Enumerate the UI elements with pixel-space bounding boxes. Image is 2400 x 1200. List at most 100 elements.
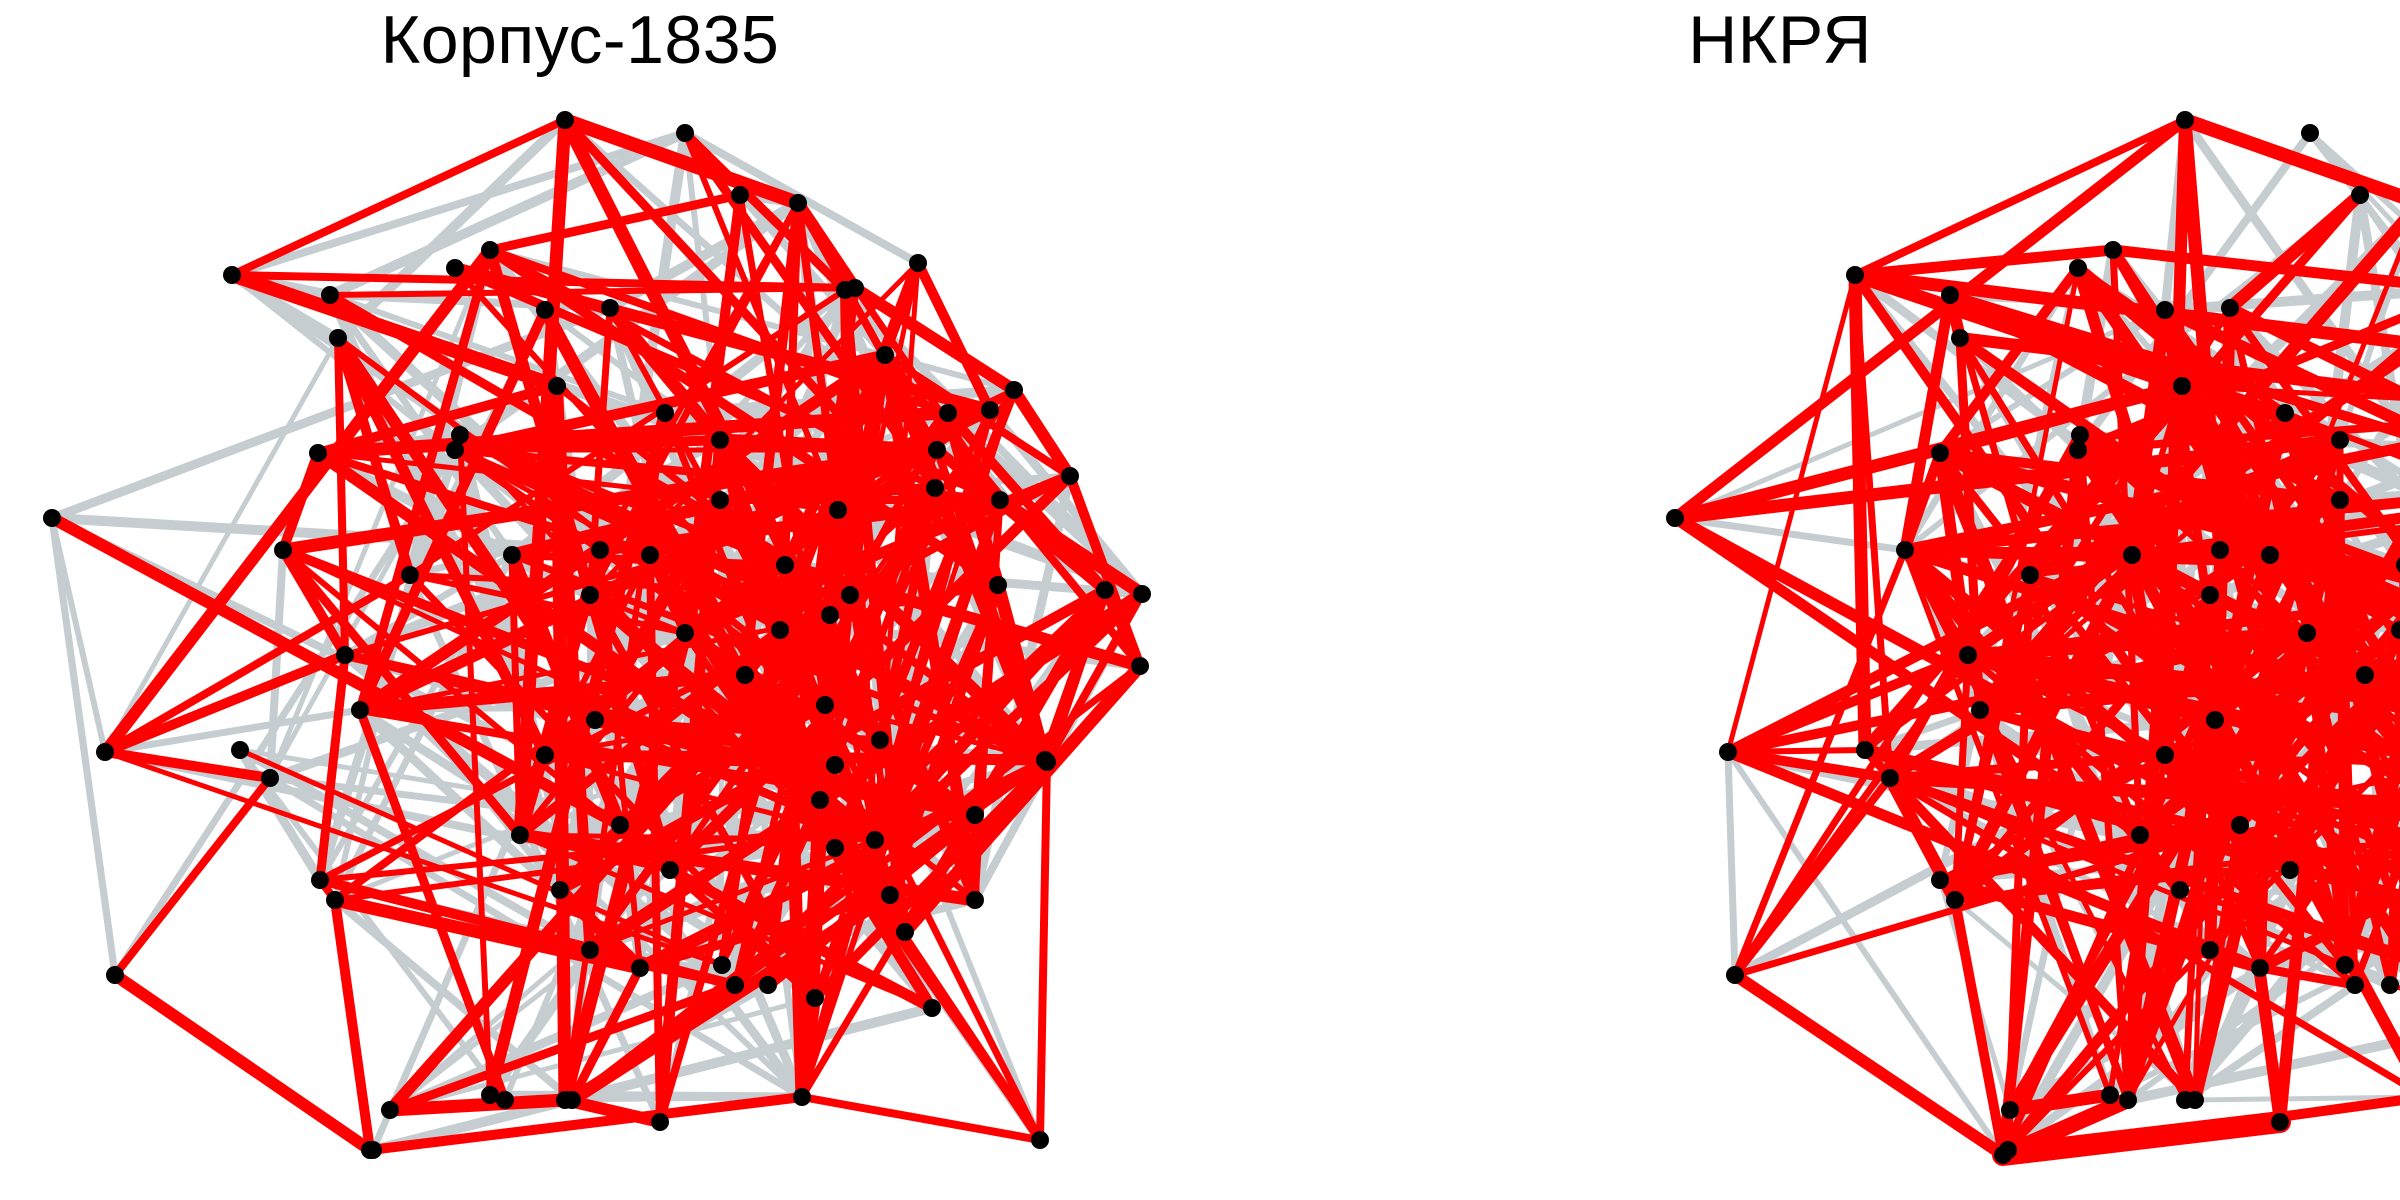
graph-node bbox=[2201, 941, 2219, 959]
nodes bbox=[43, 111, 1151, 1159]
graph-node bbox=[2391, 621, 2400, 639]
graph-node bbox=[939, 404, 957, 422]
highlighted-edge bbox=[1668, 433, 2347, 525]
background-edge bbox=[542, 307, 723, 443]
graph-node bbox=[446, 441, 464, 459]
highlighted-edge bbox=[1042, 585, 1110, 767]
graph-node bbox=[1131, 657, 1149, 675]
background-edge bbox=[2257, 937, 2400, 971]
graph-node bbox=[601, 299, 619, 317]
graph-node bbox=[451, 426, 469, 444]
graph-node bbox=[2119, 1091, 2137, 1109]
background-edge bbox=[334, 116, 569, 342]
highlighted-edge bbox=[667, 485, 938, 873]
graph-node bbox=[2251, 959, 2269, 977]
background-edge bbox=[2335, 495, 2400, 551]
highlighted-edge bbox=[1992, 1111, 2291, 1166]
highlighted-edge bbox=[2255, 963, 2360, 990]
background-edge bbox=[327, 292, 668, 416]
highlighted-edge bbox=[1935, 263, 2083, 458]
highlighted-edge bbox=[2073, 313, 2400, 455]
highlighted-edge bbox=[1848, 268, 1872, 757]
highlighted-edge bbox=[330, 895, 375, 1155]
background-edge bbox=[237, 747, 508, 1103]
highlighted-edges bbox=[46, 113, 1149, 1156]
graph-node bbox=[989, 576, 1007, 594]
graph-node bbox=[726, 976, 744, 994]
background-edge bbox=[325, 128, 690, 300]
graph-node bbox=[2173, 377, 2191, 395]
highlighted-edge bbox=[315, 650, 350, 885]
graph-node bbox=[1941, 286, 1959, 304]
highlighted-edge bbox=[1725, 272, 1858, 755]
graph-node bbox=[2104, 241, 2122, 259]
graph-node bbox=[2123, 546, 2141, 564]
graph-node bbox=[2021, 566, 2039, 584]
highlighted-edge bbox=[1934, 819, 2246, 886]
highlighted-edge bbox=[846, 351, 889, 599]
graph-node bbox=[676, 124, 694, 142]
graph-node bbox=[736, 666, 754, 684]
graph-node bbox=[829, 501, 847, 519]
highlighted-edge bbox=[100, 747, 275, 783]
graph-node bbox=[503, 546, 521, 564]
graph-node bbox=[923, 999, 941, 1017]
graph-node bbox=[713, 956, 731, 974]
highlighted-edge bbox=[840, 285, 910, 937]
graph-node bbox=[326, 891, 344, 909]
highlighted-edge bbox=[1999, 551, 2274, 1159]
panel-korpus-1835: Корпус-1835 bbox=[43, 2, 1151, 1159]
highlighted-edge bbox=[100, 650, 350, 757]
highlighted-edge bbox=[603, 301, 727, 447]
graph-node bbox=[591, 541, 609, 559]
graph-node bbox=[676, 624, 694, 642]
graph-node bbox=[551, 881, 569, 899]
highlighted-edge bbox=[1729, 969, 2009, 1161]
panel-nkrya: НКРЯ bbox=[1200, 0, 2400, 1200]
highlighted-edge bbox=[2126, 549, 2171, 761]
network-graph bbox=[1666, 111, 2400, 1166]
graph-node bbox=[711, 431, 729, 449]
background-edge bbox=[102, 335, 341, 755]
highlighted-edge bbox=[102, 749, 725, 968]
graph-node bbox=[793, 1088, 811, 1106]
graph-node bbox=[1005, 381, 1023, 399]
graph-node bbox=[321, 286, 339, 304]
graph-node bbox=[581, 941, 599, 959]
highlighted-edge bbox=[1849, 244, 2119, 281]
background-edge bbox=[266, 546, 287, 782]
highlighted-edge bbox=[682, 130, 841, 513]
highlighted-edge bbox=[278, 448, 323, 555]
graph-node bbox=[1999, 1141, 2017, 1159]
graph-node bbox=[261, 769, 279, 787]
graph-node bbox=[2331, 431, 2349, 449]
highlighted-edge bbox=[2226, 304, 2394, 989]
graph-node bbox=[2171, 881, 2189, 899]
graph-node bbox=[446, 259, 464, 277]
highlighted-edge bbox=[1731, 821, 2244, 979]
background-edge bbox=[736, 191, 889, 359]
network-graph bbox=[43, 111, 1151, 1159]
highlighted-edges bbox=[1668, 113, 2400, 1166]
highlighted-edge bbox=[1964, 651, 2132, 1104]
graph-node bbox=[1959, 646, 1977, 664]
background-edge bbox=[2355, 190, 2400, 463]
graph-node bbox=[106, 966, 124, 984]
highlighted-edge bbox=[775, 350, 890, 635]
highlighted-edge bbox=[2107, 244, 2400, 288]
highlighted-edge bbox=[2178, 113, 2400, 204]
highlighted-edge bbox=[1008, 384, 1076, 482]
highlighted-edge bbox=[487, 247, 673, 873]
graph-node bbox=[2261, 546, 2279, 564]
graph-node bbox=[711, 491, 729, 509]
highlighted-edge bbox=[101, 571, 414, 756]
highlighted-edge bbox=[567, 963, 645, 1105]
highlighted-edge bbox=[225, 268, 564, 393]
graph-node bbox=[2351, 186, 2369, 204]
graph-node bbox=[656, 404, 674, 422]
highlighted-edge bbox=[587, 837, 878, 953]
highlighted-edge bbox=[2024, 434, 2346, 581]
highlighted-edge bbox=[1669, 114, 2191, 524]
highlighted-edge bbox=[2159, 114, 2191, 761]
highlighted-edge bbox=[2189, 494, 2346, 1106]
